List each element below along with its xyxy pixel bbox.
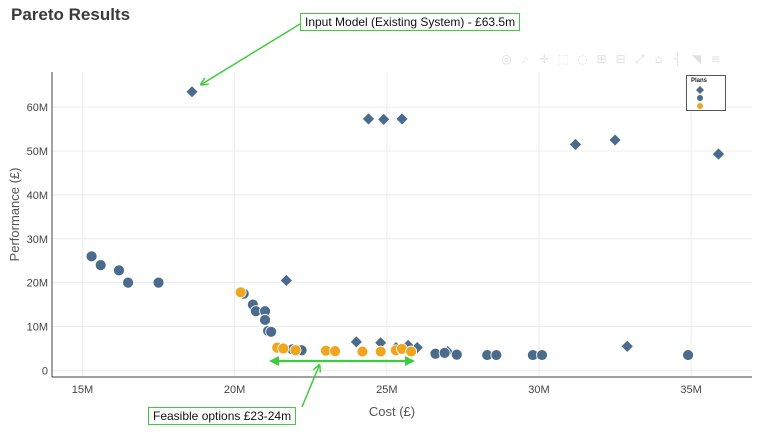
x-axis-title: Cost (£) — [369, 404, 415, 419]
data-point-circle-blue[interactable] — [438, 346, 451, 359]
data-point-diamond[interactable] — [185, 85, 199, 99]
legend-title: Plans — [691, 78, 708, 84]
data-point-circle-blue[interactable] — [113, 264, 125, 277]
input-model-annotation: Input Model (Existing System) - £63.5m — [300, 13, 521, 31]
data-point-circle-blue[interactable] — [122, 276, 134, 289]
data-point-diamond[interactable] — [362, 112, 375, 126]
hover-compare-icon[interactable]: ≡ — [710, 51, 721, 66]
data-point-circle-blue[interactable] — [152, 276, 165, 289]
zoom-in-icon[interactable]: ⊞ — [596, 51, 607, 66]
x-tick-label: 35M — [680, 384, 701, 396]
y-tick-label: 60M — [27, 102, 48, 114]
data-point-diamond[interactable] — [712, 147, 725, 161]
page-title: Pareto Results — [11, 5, 131, 24]
data-point-diamond[interactable] — [608, 133, 622, 147]
y-tick-label: 40M — [27, 190, 48, 202]
data-point-diamond[interactable] — [620, 339, 634, 353]
y-tick-label: 20M — [27, 278, 48, 290]
chart-toolbar: ◎ ⌕ ✛ ⬚ ◌ ⊞ ⊟ ⤢ ⌂ ┤ ◥ ≡ — [500, 50, 762, 68]
y-tick-label: 50M — [27, 146, 48, 158]
x-tick-label: 20M — [224, 384, 245, 396]
y-tick-label: 10M — [27, 322, 48, 334]
pan-icon[interactable]: ✛ — [539, 51, 550, 66]
legend[interactable]: Plans — [686, 75, 726, 111]
data-point-circle-orange[interactable] — [405, 345, 418, 358]
data-point-circle-orange[interactable] — [289, 344, 302, 357]
hover-closest-icon[interactable]: ◥ — [691, 51, 702, 66]
data-point-diamond[interactable] — [279, 274, 293, 287]
data-point-circle-orange[interactable] — [329, 345, 341, 358]
annotation-arrows — [202, 23, 415, 408]
data-point-diamond[interactable] — [569, 137, 582, 151]
axes — [51, 72, 752, 378]
data-point-circle-orange[interactable] — [277, 342, 290, 355]
legend-item-diamond[interactable] — [696, 86, 704, 94]
y-axis-title: Performance (£) — [7, 168, 22, 262]
feasible-pointer-arrow — [301, 366, 319, 408]
lasso-select-icon[interactable]: ◌ — [577, 51, 588, 66]
input-model-arrow — [202, 23, 301, 84]
data-point-circle-blue[interactable] — [259, 314, 271, 326]
y-tick-labels: 0 10M 20M 30M 40M 50M 60M — [27, 102, 48, 377]
box-select-icon[interactable]: ⬚ — [557, 51, 570, 66]
y-tick-label: 0 — [42, 365, 48, 377]
data-point-circle-blue[interactable] — [490, 349, 503, 361]
x-tick-label: 15M — [72, 384, 93, 396]
reset-axes-icon[interactable]: ⌂ — [654, 51, 663, 66]
legend-item-circle-orange[interactable] — [696, 102, 704, 110]
data-point-circle-blue[interactable] — [450, 348, 463, 361]
data-point-circle-orange[interactable] — [234, 286, 247, 299]
data-point-diamond[interactable] — [395, 112, 409, 126]
zoom-out-icon[interactable]: ⊟ — [615, 51, 626, 66]
data-point-circle-blue[interactable] — [94, 259, 107, 271]
spike-lines-icon[interactable]: ┤ — [673, 51, 682, 66]
data-point-circle-orange[interactable] — [356, 345, 369, 358]
data-points — [85, 85, 725, 361]
data-point-circle-blue[interactable] — [265, 325, 278, 338]
zoom-icon[interactable]: ⌕ — [522, 51, 529, 66]
data-point-circle-blue[interactable] — [536, 349, 548, 361]
data-point-circle-orange[interactable] — [374, 345, 387, 358]
legend-item-circle-blue[interactable] — [696, 94, 704, 102]
data-point-diamond[interactable] — [349, 335, 363, 349]
x-tick-labels: 15M 20M 25M 30M 35M — [72, 384, 702, 396]
grid-lines — [52, 72, 752, 377]
data-point-diamond[interactable] — [377, 112, 391, 126]
feasible-options-annotation: Feasible options £23-24m — [148, 407, 297, 425]
data-point-circle-blue[interactable] — [85, 250, 98, 263]
autoscale-icon[interactable]: ⤢ — [634, 51, 645, 66]
y-tick-label: 30M — [27, 234, 48, 246]
camera-icon[interactable]: ◎ — [501, 51, 512, 66]
x-tick-label: 25M — [376, 384, 397, 396]
data-point-circle-blue[interactable] — [682, 349, 694, 361]
x-tick-label: 30M — [528, 384, 549, 396]
